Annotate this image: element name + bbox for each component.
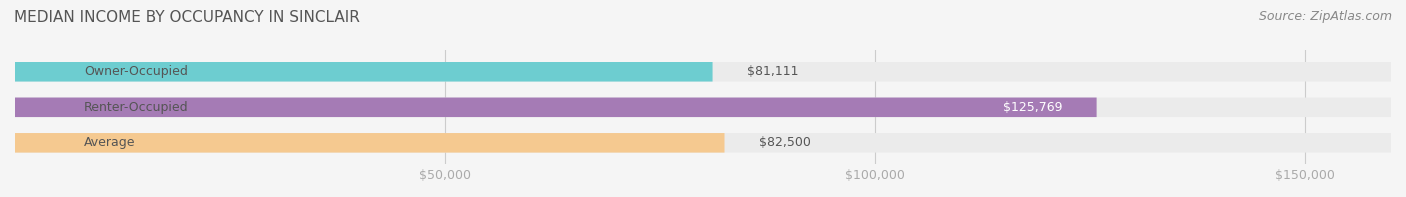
- FancyBboxPatch shape: [15, 62, 713, 82]
- FancyBboxPatch shape: [15, 98, 1391, 117]
- Text: Owner-Occupied: Owner-Occupied: [84, 65, 187, 78]
- FancyBboxPatch shape: [15, 133, 724, 153]
- FancyBboxPatch shape: [15, 133, 1391, 153]
- Text: Source: ZipAtlas.com: Source: ZipAtlas.com: [1258, 10, 1392, 23]
- Text: $82,500: $82,500: [759, 136, 811, 149]
- Text: Average: Average: [84, 136, 135, 149]
- Text: $125,769: $125,769: [1002, 101, 1062, 114]
- FancyBboxPatch shape: [15, 98, 1097, 117]
- Text: Renter-Occupied: Renter-Occupied: [84, 101, 188, 114]
- Text: $81,111: $81,111: [747, 65, 799, 78]
- Text: MEDIAN INCOME BY OCCUPANCY IN SINCLAIR: MEDIAN INCOME BY OCCUPANCY IN SINCLAIR: [14, 10, 360, 25]
- FancyBboxPatch shape: [15, 62, 1391, 82]
